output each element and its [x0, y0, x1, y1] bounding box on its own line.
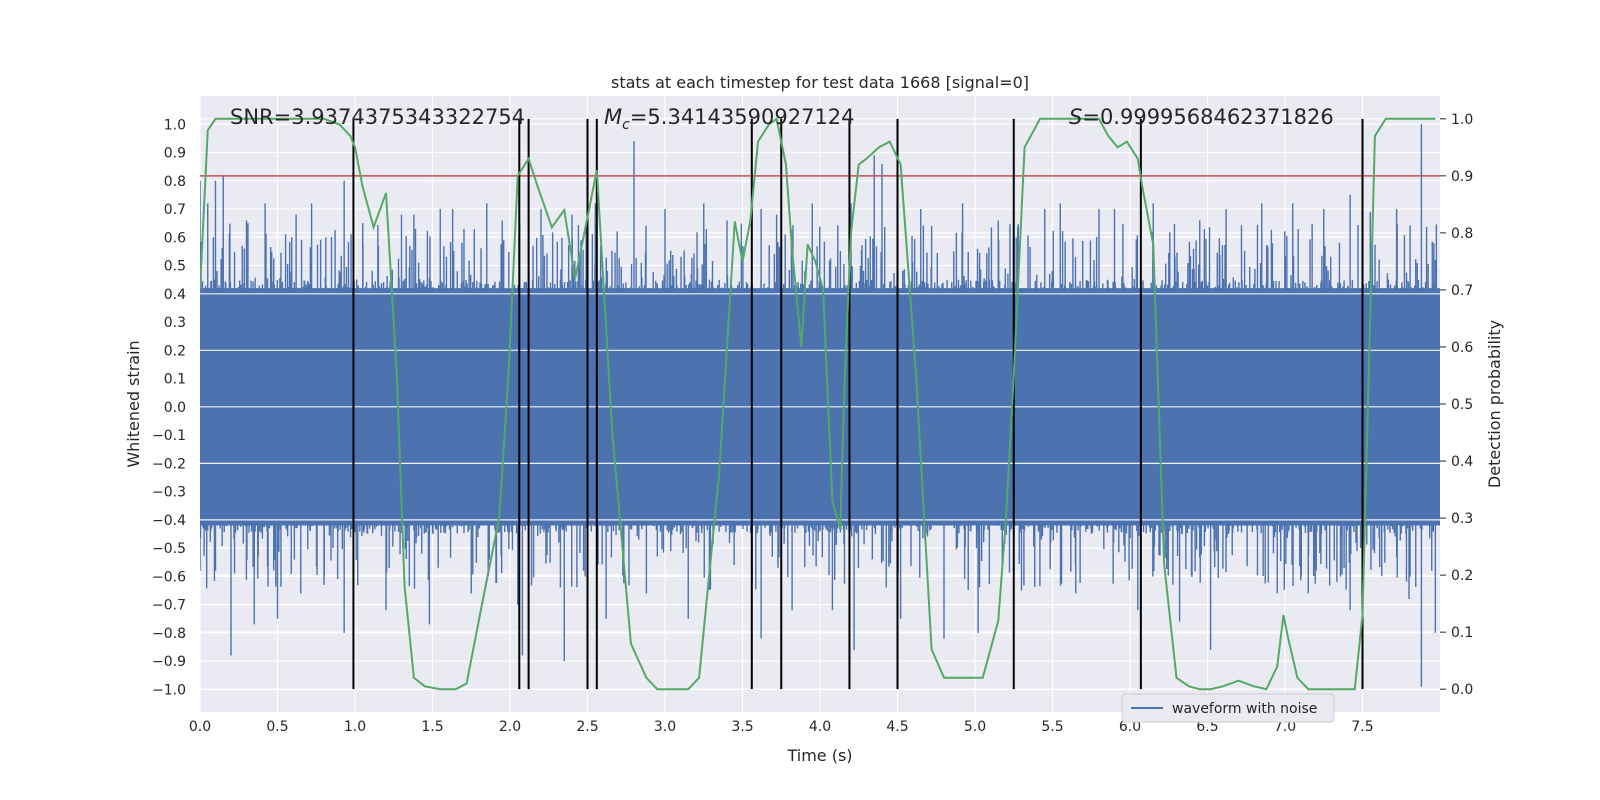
- y-tick-label-left: 0.9: [164, 146, 186, 162]
- mc-annotation: Mc=5.34143590927124: [604, 105, 855, 133]
- legend-label-waveform: waveform with noise: [1172, 701, 1317, 717]
- y-tick-label-left: 0.1: [164, 372, 186, 388]
- x-axis-label: Time (s): [786, 746, 852, 765]
- y-tick-label-left: −0.9: [152, 654, 186, 670]
- y-axis-label-right: Detection probability: [1485, 320, 1504, 488]
- mc-symbol: M: [604, 105, 622, 129]
- y-tick-label-left: −0.5: [152, 541, 186, 557]
- legend-box: [1121, 693, 1335, 723]
- tick-labels: 0.0 0.5 1.0 1.5 2.0 2.5 3.0 3.5 4.0 4.5 5.0 5.5 6.0 6…: [152, 112, 1473, 735]
- y-axis-label-left: Whitened strain: [124, 340, 143, 467]
- x-tick-label: 2.0: [499, 719, 521, 735]
- x-tick-label: 4.5: [886, 719, 908, 735]
- y-tick-label-left: −0.3: [152, 485, 186, 501]
- y-tick-label-left: −0.7: [152, 598, 186, 614]
- y-tick-label-left: −0.8: [152, 626, 186, 642]
- chart-title: stats at each timestep for test data 166…: [611, 73, 1029, 92]
- y-tick-label-left: −0.4: [152, 513, 186, 529]
- x-tick-label: 7.5: [1351, 719, 1373, 735]
- mc-value: =5.34143590927124: [630, 105, 855, 129]
- x-tick-label: 4.0: [809, 719, 831, 735]
- x-tick-label: 3.5: [731, 719, 753, 735]
- x-tick-label: 0.0: [189, 719, 211, 735]
- x-tick-label: 2.5: [576, 719, 598, 735]
- y-tick-label-left: −0.6: [152, 569, 186, 585]
- y-tick-label-right: 0.8: [1451, 226, 1473, 242]
- y-tick-label-right: 0.4: [1451, 454, 1473, 470]
- y-tick-label-right: 0.7: [1451, 283, 1473, 299]
- x-tick-label: 1.0: [344, 719, 366, 735]
- y-tick-label-right: 0.9: [1451, 169, 1473, 185]
- x-tick-label: 7.0: [1274, 719, 1296, 735]
- y-tick-label-left: 0.0: [164, 400, 186, 416]
- y-tick-label-right: 1.0: [1451, 112, 1473, 128]
- x-tick-label: 5.5: [1041, 719, 1063, 735]
- y-tick-label-right: 0.3: [1451, 511, 1473, 527]
- y-tick-label-right: 0.6: [1451, 340, 1473, 356]
- y-tick-label-left: 0.2: [164, 343, 186, 359]
- s-value: =0.9999568462371826: [1082, 105, 1333, 129]
- y-tick-label-left: 0.7: [164, 202, 186, 218]
- y-tick-label-left: 0.4: [164, 287, 186, 303]
- x-tick-label: 1.5: [421, 719, 443, 735]
- y-tick-label-right: 0.1: [1451, 625, 1473, 641]
- s-annotation: S=0.9999568462371826: [1069, 105, 1334, 129]
- y-tick-label-left: −0.2: [152, 456, 186, 472]
- x-tick-label: 3.0: [654, 719, 676, 735]
- y-tick-label-left: 0.8: [164, 174, 186, 190]
- y-tick-label-left: −1.0: [152, 682, 186, 698]
- y-tick-label-left: 0.5: [164, 259, 186, 275]
- y-tick-label-left: 0.3: [164, 315, 186, 331]
- y-tick-label-right: 0.2: [1451, 568, 1473, 584]
- s-symbol: S: [1069, 105, 1082, 129]
- x-tick-label: 6.5: [1196, 719, 1218, 735]
- legend: waveform with noise: [1121, 693, 1335, 723]
- mc-subscript: c: [622, 117, 630, 133]
- plot-content: [200, 117, 1440, 691]
- x-tick-label: 5.0: [964, 719, 986, 735]
- y-tick-label-left: 1.0: [164, 117, 186, 133]
- x-tick-label: 0.5: [266, 719, 288, 735]
- y-tick-label-right: 0.0: [1451, 682, 1473, 698]
- y-tick-label-left: −0.1: [152, 428, 186, 444]
- y-tick-label-left: 0.6: [164, 230, 186, 246]
- y-tick-label-right: 0.5: [1451, 397, 1473, 413]
- x-tick-label: 6.0: [1119, 719, 1141, 735]
- detection-probability-series: [200, 117, 1436, 691]
- snr-annotation: SNR=3.9374375343322754: [230, 105, 525, 129]
